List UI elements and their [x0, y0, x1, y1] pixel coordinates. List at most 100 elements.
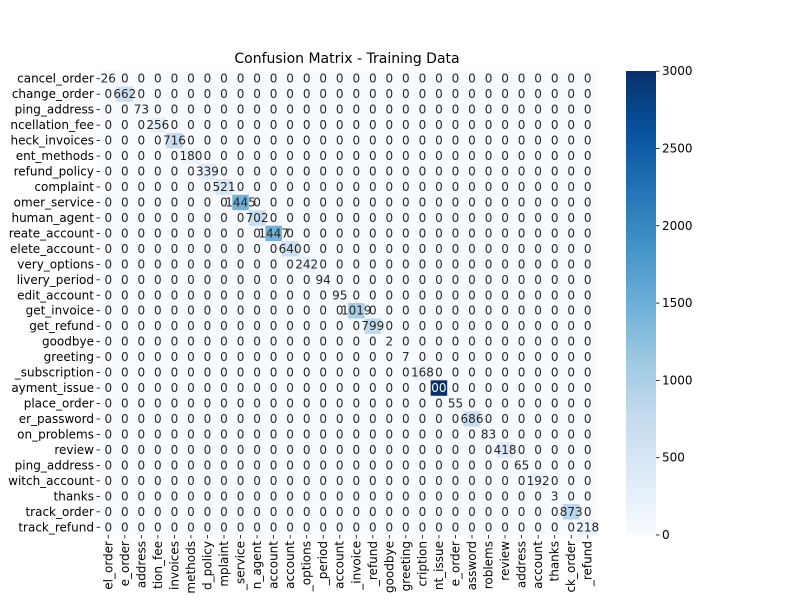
cell-value-label: 0 — [319, 257, 327, 271]
cell-value-label: 0 — [303, 397, 311, 411]
heatmap-cell — [232, 241, 250, 257]
cell-value-label: 0 — [104, 427, 112, 441]
cell-value-label: 0 — [518, 350, 526, 364]
cell-value-label: 0 — [501, 489, 509, 503]
heatmap-cell-diagonal — [116, 86, 134, 103]
y-tick-label: track_order — [25, 505, 94, 519]
heatmap-cell — [331, 71, 349, 87]
heatmap-cell — [199, 101, 217, 118]
cell-value-label: 0 — [452, 180, 460, 194]
cell-value-label: 0 — [452, 87, 460, 101]
cell-value-label: 0 — [551, 458, 559, 472]
heatmap-cell — [199, 241, 217, 257]
heatmap-cell — [100, 225, 117, 242]
cell-value-label: 0 — [237, 520, 245, 534]
cell-value-label: 0 — [501, 87, 509, 101]
heatmap-cell — [248, 148, 266, 165]
heatmap-cell — [546, 504, 564, 520]
cell-value-label: 0 — [171, 319, 179, 333]
cell-value-label: 0 — [253, 288, 261, 302]
cell-value-label: 0 — [369, 180, 377, 194]
y-tick-label: track_refund — [18, 520, 94, 534]
heatmap-cell — [331, 179, 349, 196]
cell-value-label: 0 — [319, 134, 327, 148]
heatmap-cell — [314, 194, 332, 211]
cell-value-label: 0 — [402, 211, 410, 225]
cell-value-label: 0 — [402, 273, 410, 287]
heatmap-cell — [381, 442, 398, 458]
heatmap-cell — [116, 318, 134, 335]
heatmap-cell — [463, 303, 481, 319]
heatmap-cell — [447, 318, 465, 335]
cell-value-label: 0 — [237, 288, 245, 302]
heatmap-cell — [232, 364, 250, 381]
cell-value-label: 0 — [286, 350, 294, 364]
heatmap-cell — [397, 241, 415, 257]
cell-value-label: 0 — [402, 443, 410, 457]
cell-value-label: 0 — [204, 427, 212, 441]
cell-value-label: 0 — [253, 520, 261, 534]
cell-value-label: 1447 — [258, 226, 289, 240]
cell-value-label: 0 — [485, 257, 493, 271]
heatmap-cell — [248, 364, 266, 381]
cell-value-label: 0 — [220, 458, 228, 472]
heatmap-cell — [149, 148, 167, 165]
cell-value-label: 0 — [567, 397, 575, 411]
heatmap-cell — [546, 318, 564, 335]
heatmap-cell — [248, 101, 266, 118]
cell-value-label: 0 — [237, 226, 245, 240]
cell-value-label: 0 — [336, 211, 344, 225]
cell-value-label: 0 — [220, 520, 228, 534]
cell-value-label: 0 — [352, 242, 360, 256]
heatmap-cell — [348, 148, 365, 165]
cell-value-label: 0 — [303, 118, 311, 132]
cell-value-label: 0 — [237, 118, 245, 132]
heatmap-cell — [215, 287, 233, 304]
heatmap-cell — [364, 86, 382, 103]
cell-value-label: 0 — [104, 304, 112, 318]
cell-value-label: 0 — [319, 165, 327, 179]
heatmap-cell — [265, 86, 283, 103]
heatmap-cell — [348, 163, 365, 180]
cell-value-label: 0 — [336, 103, 344, 117]
heatmap-cell — [348, 473, 365, 489]
heatmap-cell — [166, 488, 183, 505]
heatmap-cell — [314, 380, 332, 397]
cell-value-label: 0 — [386, 397, 394, 411]
cell-value-label: 0 — [121, 520, 129, 534]
cell-value-label: 0 — [435, 72, 443, 86]
cell-value-label: 0 — [187, 319, 195, 333]
cell-value-label: 0 — [551, 103, 559, 117]
heatmap-cell — [364, 349, 382, 366]
heatmap-cell — [381, 504, 398, 520]
heatmap-cell — [149, 411, 167, 428]
heatmap-cell — [364, 303, 382, 319]
heatmap-cell — [546, 411, 564, 428]
heatmap-cell — [414, 272, 431, 288]
cell-value-label: 0 — [551, 273, 559, 287]
heatmap-cell — [149, 442, 167, 458]
cell-value-label: 0 — [336, 165, 344, 179]
cell-value-label: 0 — [220, 103, 228, 117]
cell-value-label: 0 — [518, 505, 526, 519]
cell-value-label: 0 — [352, 226, 360, 240]
heatmap-cell — [331, 210, 349, 226]
heatmap-cell — [116, 303, 134, 319]
heatmap-cell — [463, 519, 481, 536]
heatmap-cell — [232, 272, 250, 288]
colorbar-tick-label: 1000 — [662, 373, 693, 387]
heatmap-cell — [281, 148, 299, 165]
heatmap-cell — [100, 488, 117, 505]
heatmap-cell — [331, 519, 349, 536]
heatmap-cell — [513, 272, 531, 288]
cell-value-label: 0 — [187, 412, 195, 426]
heatmap-cell — [298, 225, 316, 242]
chart-title: Confusion Matrix - Training Data — [234, 51, 459, 67]
cell-value-label: 0 — [187, 195, 195, 209]
cell-value-label: 0 — [286, 319, 294, 333]
heatmap-cell — [265, 148, 283, 165]
cell-value-label: 0 — [435, 226, 443, 240]
heatmap-cell — [215, 241, 233, 257]
heatmap-cell — [182, 380, 200, 397]
cell-value-label: 0 — [187, 288, 195, 302]
